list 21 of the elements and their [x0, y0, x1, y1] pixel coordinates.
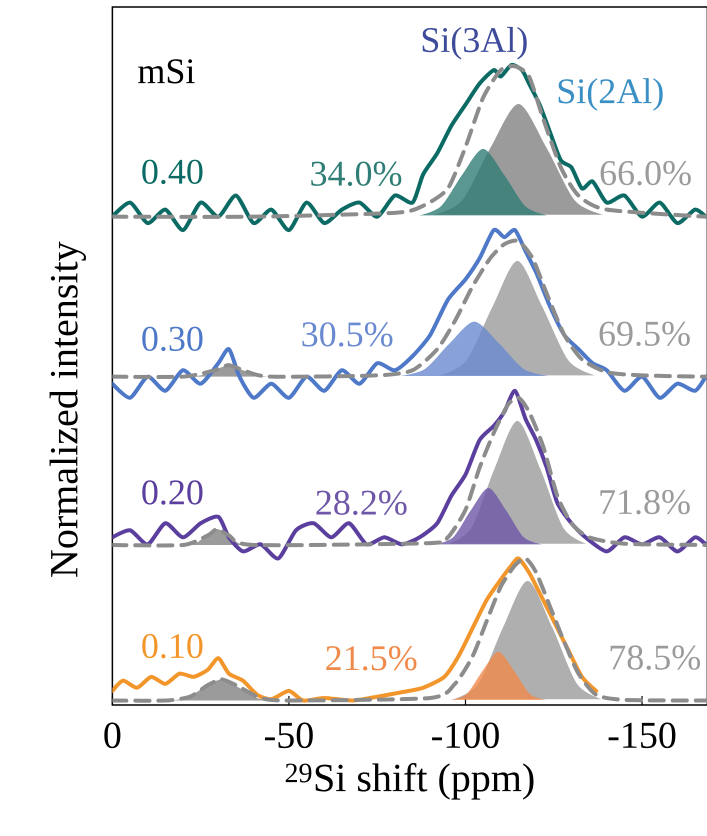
series-label: 34.0% [311, 162, 402, 186]
series-label: 0.40 [142, 160, 202, 184]
annotation: mSi [138, 59, 195, 84]
series-label: 69.5% [599, 322, 690, 346]
x-tick-label: -150 [608, 722, 676, 748]
text: Si(3Al) [422, 26, 527, 60]
series-label: 28.2% [316, 490, 406, 515]
series-label: 30.5% [302, 322, 392, 347]
series-label: 0.30 [142, 326, 202, 352]
x-tick-label: -50 [264, 722, 313, 748]
x-tick-label: -100 [432, 722, 499, 748]
series-label: 21.5% [326, 646, 416, 671]
series-label: 78.5% [610, 645, 700, 670]
series-label: 66.0% [600, 160, 691, 186]
series-label: 71.8% [600, 490, 690, 514]
x-axis-title: $^{29}$Si shift (ppm) [286, 762, 534, 800]
y-axis-title: Normalized intensity [49, 242, 86, 577]
annotation: Si(2Al) [558, 78, 662, 111]
x-tick-label: 0 [104, 722, 120, 748]
series-label: 0.20 [142, 480, 202, 505]
series-label: 0.10 [142, 634, 202, 658]
